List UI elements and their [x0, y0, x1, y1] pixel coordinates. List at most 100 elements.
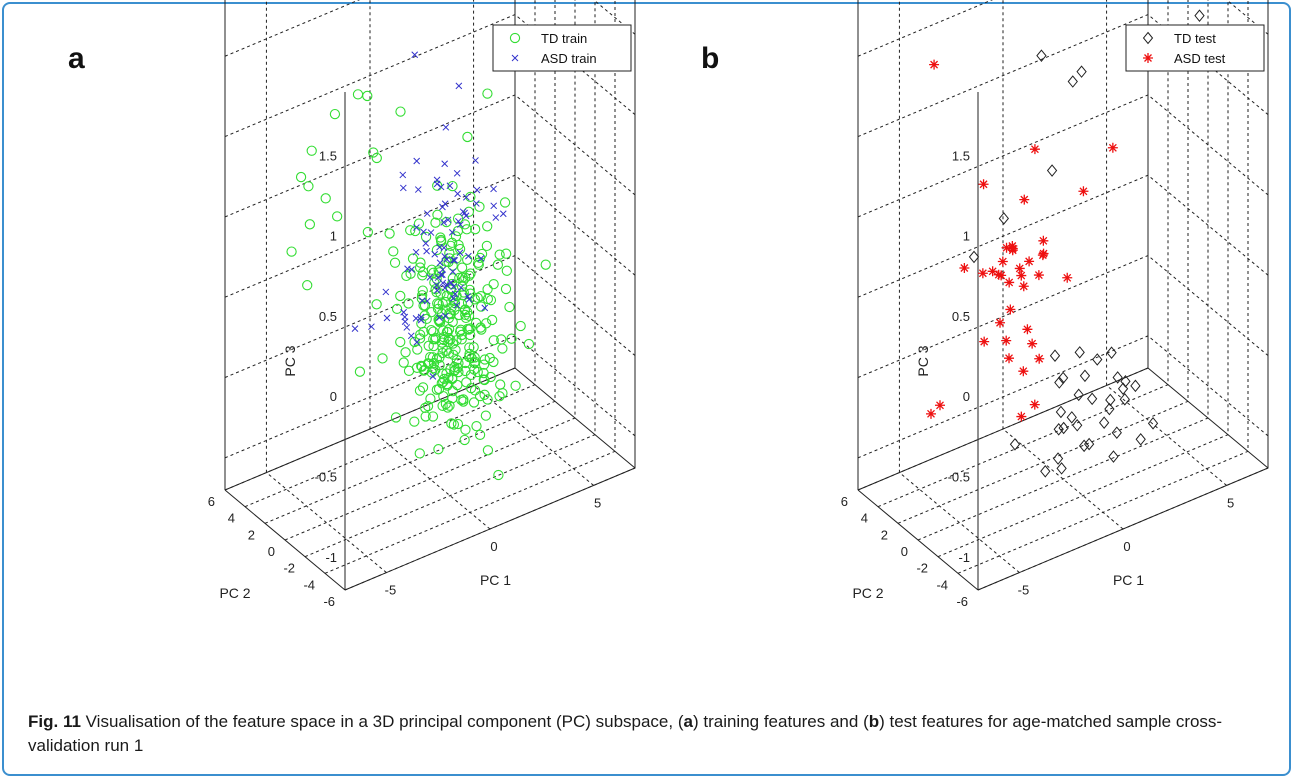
- data-point-circle: [390, 412, 402, 423]
- data-point-circle: [420, 402, 431, 414]
- z-axis-label: PC 3: [282, 345, 298, 376]
- data-point-circle: [447, 373, 458, 385]
- data-point-circle: [482, 88, 493, 99]
- legend-box: [492, 24, 632, 72]
- data-point-diamond: [1049, 349, 1061, 363]
- data-point-diamond: [1040, 465, 1051, 478]
- grid-line-y: [324, 0, 616, 574]
- y-tick-label: 2: [248, 527, 255, 542]
- data-point-circle: [352, 89, 364, 100]
- data-point-x: [443, 255, 451, 263]
- data-point-circle: [471, 421, 482, 432]
- data-point-circle: [415, 329, 426, 340]
- data-point-circle: [474, 429, 486, 440]
- data-point-diamond: [1111, 426, 1122, 440]
- data-point-star: [1038, 235, 1049, 246]
- caption-text-2: ) training features and (: [692, 712, 869, 731]
- data-point-x: [450, 256, 457, 264]
- data-point-circle: [488, 278, 499, 290]
- data-point-circle: [463, 206, 475, 217]
- data-point-circle: [331, 211, 343, 222]
- data-point-circle: [417, 270, 428, 281]
- data-point-x: [453, 169, 461, 177]
- data-point-circle: [474, 201, 485, 212]
- figure-caption: Fig. 11 Visualisation of the feature spa…: [28, 710, 1268, 758]
- data-point-x: [351, 325, 359, 332]
- axis-edge: [857, 489, 979, 591]
- data-point-circle: [470, 317, 482, 329]
- data-point-x: [414, 186, 422, 193]
- data-point-circle: [500, 248, 512, 259]
- data-point-x: [472, 157, 479, 164]
- data-point-diamond: [1009, 438, 1021, 451]
- grid-line-y: [937, 0, 1229, 558]
- data-point-circle: [306, 145, 317, 156]
- data-point-circle: [488, 356, 499, 368]
- data-point-circle: [414, 262, 426, 273]
- data-point-diamond: [1036, 49, 1047, 62]
- caption-text-1: Visualisation of the feature space in a …: [80, 712, 684, 731]
- data-point-diamond: [1098, 416, 1110, 430]
- grid-line-x: [369, 0, 491, 530]
- data-point-diamond: [1054, 376, 1065, 389]
- x-tick-label: 5: [594, 495, 601, 510]
- z-tick-label: 0: [963, 389, 970, 404]
- legend-marker: [509, 32, 521, 44]
- data-point-star: [993, 269, 1004, 280]
- axis-edge: [1147, 367, 1269, 469]
- data-point-x: [400, 308, 407, 316]
- data-point-circle: [469, 364, 480, 375]
- data-point-x: [407, 332, 415, 340]
- data-point-x: [442, 312, 449, 320]
- data-point-diamond: [1058, 421, 1069, 435]
- z-tick-label: -1: [325, 550, 337, 565]
- data-point-circle: [462, 131, 473, 143]
- data-point-circle: [417, 285, 428, 296]
- data-point-diamond: [1194, 9, 1205, 22]
- data-point-star: [978, 179, 989, 190]
- data-point-circle: [433, 444, 444, 455]
- data-point-circle: [449, 365, 460, 377]
- data-point-star: [987, 266, 998, 277]
- data-point-diamond: [1053, 423, 1064, 436]
- data-point-circle: [426, 307, 437, 318]
- data-point-x: [457, 284, 465, 291]
- data-point-star: [997, 256, 1008, 267]
- data-point-x: [441, 200, 449, 208]
- data-point-circle: [447, 180, 458, 192]
- legend-marker: [1142, 31, 1154, 45]
- data-point-diamond: [1119, 393, 1130, 406]
- panel-label: b: [701, 42, 719, 75]
- data-point-star: [1018, 281, 1029, 292]
- data-point-circle: [510, 380, 521, 391]
- legend-box: [1125, 24, 1265, 72]
- data-point-x: [492, 214, 500, 221]
- data-point-diamond: [1092, 353, 1103, 366]
- data-point-star: [935, 400, 945, 411]
- data-point-circle: [448, 419, 460, 430]
- data-point-star: [1019, 194, 1030, 205]
- y-axis-label: PC 2: [852, 585, 883, 601]
- data-point-circle: [499, 197, 511, 208]
- data-point-circle: [443, 373, 454, 384]
- y-tick-label: -2: [283, 561, 295, 576]
- data-point-circle: [422, 400, 434, 412]
- data-point-circle: [286, 246, 297, 257]
- legend-marker: [1143, 53, 1153, 63]
- data-point-circle: [481, 240, 493, 252]
- data-point-circle: [304, 219, 316, 230]
- data-point-circle: [437, 400, 448, 412]
- y-tick-label: -2: [916, 561, 928, 576]
- data-point-circle: [371, 152, 382, 164]
- data-point-circle: [423, 340, 434, 351]
- y-tick-label: -4: [303, 577, 315, 592]
- data-point-x: [441, 252, 449, 260]
- data-point-x: [442, 123, 450, 131]
- data-point-circle: [474, 390, 486, 402]
- data-point-diamond: [1135, 432, 1146, 446]
- z-tick-label: 1.5: [319, 148, 337, 163]
- data-point-x: [420, 228, 427, 236]
- data-point-circle: [433, 314, 444, 325]
